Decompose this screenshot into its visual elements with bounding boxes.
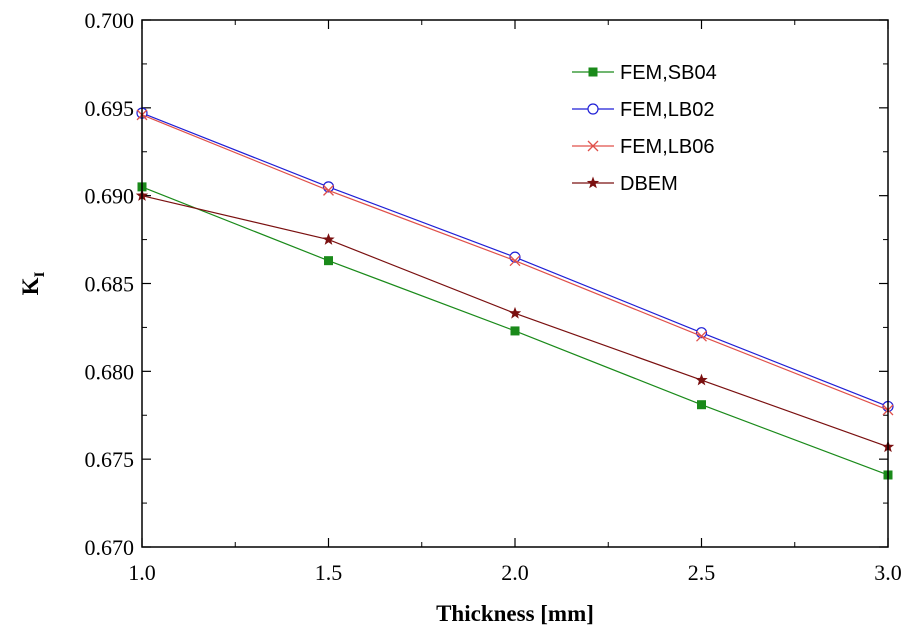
y-tick-label: 0.670 <box>85 535 135 560</box>
legend-swatch-marker <box>588 67 598 77</box>
legend-item-dbem: DBEM <box>572 173 678 195</box>
series-fem-sb04 <box>137 182 893 480</box>
legend-swatch-marker <box>587 140 599 152</box>
y-tick-label: 0.680 <box>85 359 135 384</box>
data-point-fem-sb04 <box>324 256 333 266</box>
legend-item-fem-lb06: FEM,LB06 <box>572 136 714 158</box>
data-point-fem-sb04 <box>510 326 520 336</box>
plot-frame <box>141 19 889 548</box>
axis-ticks <box>141 19 889 548</box>
legend-label: FEM,LB02 <box>620 99 714 121</box>
data-point-fem-lb06 <box>323 184 334 196</box>
legend-label: FEM,LB06 <box>620 136 714 158</box>
legend-item-fem-lb02: FEM,LB02 <box>572 99 714 121</box>
y-tick-label: 0.690 <box>85 184 135 209</box>
y-tick-label: 0.675 <box>85 447 135 472</box>
legend-item-fem-sb04: FEM,SB04 <box>572 62 717 84</box>
y-tick-label: 0.695 <box>85 96 135 121</box>
series-layer <box>135 107 895 480</box>
y-axis-title-subscript: I <box>32 271 48 277</box>
y-tick-label: 0.700 <box>85 8 135 33</box>
series-dbem <box>135 189 895 453</box>
legend-swatch-marker <box>586 176 600 189</box>
legend-label: FEM,SB04 <box>620 62 717 84</box>
x-tick-label: 1.5 <box>315 560 343 585</box>
data-point-dbem <box>322 233 335 245</box>
y-tick-label: 0.685 <box>85 272 135 297</box>
legend-label: DBEM <box>620 173 678 195</box>
legend-swatch-marker <box>587 103 599 115</box>
y-axis-title: KI <box>18 271 48 295</box>
data-point-fem-sb04 <box>697 400 706 410</box>
x-tick-label: 1.0 <box>128 560 156 585</box>
data-point-fem-lb06 <box>509 255 521 267</box>
y-axis-title-main: K <box>18 277 43 295</box>
data-point-dbem <box>695 373 708 386</box>
data-point-dbem <box>508 306 522 319</box>
x-axis-title: Thickness [mm] <box>436 601 594 626</box>
series-line-dbem <box>141 195 889 448</box>
data-point-fem-lb06 <box>696 330 707 342</box>
x-tick-label: 3.0 <box>874 560 902 585</box>
x-tick-label: 2.0 <box>501 560 529 585</box>
tick-labels: 1.0 1.5 2.0 2.5 3.0 0.670 0.675 0.680 0.685 0.690… <box>85 8 902 585</box>
x-tick-label: 2.5 <box>688 560 716 585</box>
legend: FEM,SB04 FEM,LB02 FEM,LB06 DBEM <box>572 62 717 195</box>
